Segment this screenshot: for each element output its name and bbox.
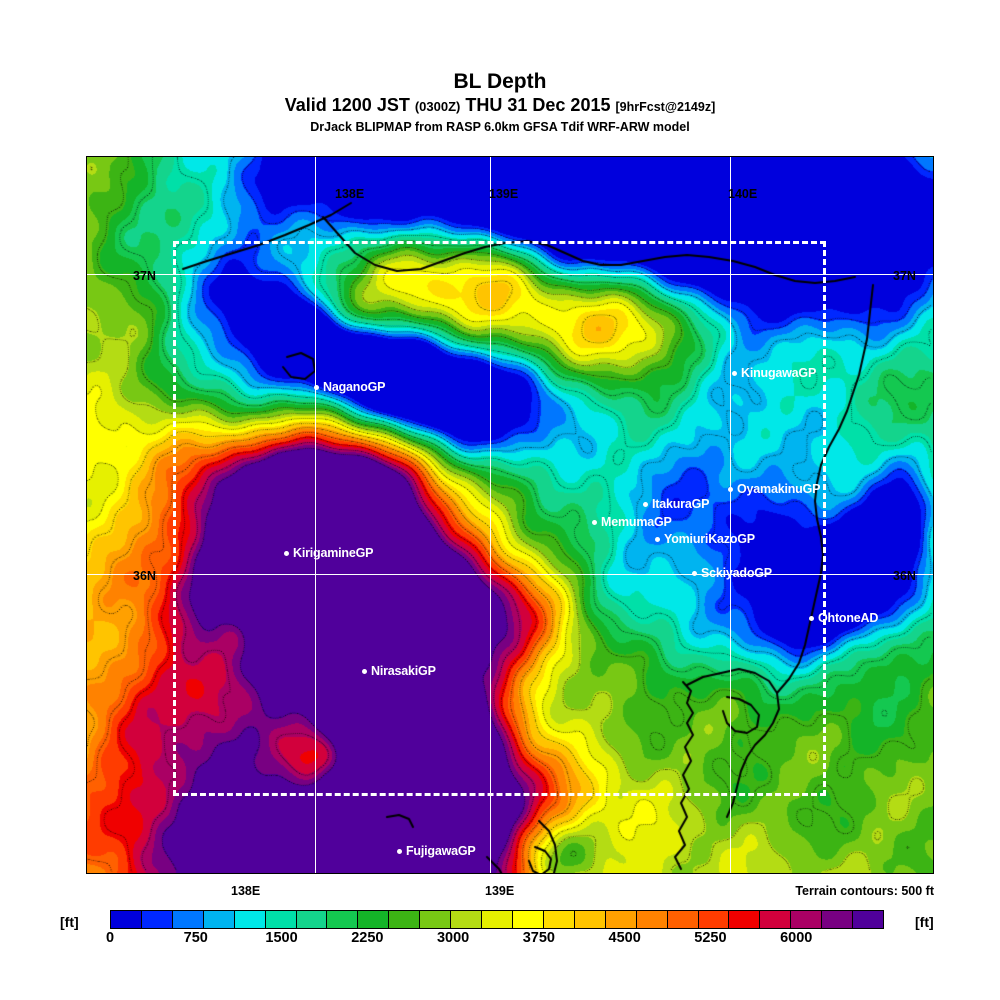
station-label: KirigamineGP [293,546,374,560]
colorbar-tick-0: 0 [105,930,115,946]
colorbar-tick-5250: 5250 [694,930,727,946]
station-marker-yomiurikazogp[interactable]: YomiuriKazoGP [655,532,755,546]
map-frame[interactable]: 138E 139E 140E 37N 36N 37N 36N NaganoGP K… [86,156,934,874]
station-label: NaganoGP [323,380,386,394]
station-label: YomiuriKazoGP [664,532,755,546]
colorbar-swatch-0 [111,911,142,928]
colorbar-swatches[interactable] [110,910,884,929]
station-marker-memumagp[interactable]: MemumaGP [592,515,672,529]
colorbar-swatch-3 [203,911,235,928]
forecast-tag: [9hrFcst@2149z] [615,100,716,114]
colorbar-tick-4500: 4500 [608,930,641,946]
colorbar-swatch-1 [141,911,173,928]
lon-label-bottom-138e: 138E [231,884,261,898]
colorbar-swatch-19 [698,911,730,928]
station-dot-icon [314,384,319,390]
colorbar-swatch-18 [667,911,699,928]
station-marker-naganogp[interactable]: NaganoGP [314,380,386,394]
colorbar-row: [ft] [ft] 0 750 1500 2250 3000 3750 4500 5250 60… [0,906,1000,952]
station-dot-icon [397,848,402,854]
station-marker-kinugawagp[interactable]: KinugawaGP [732,366,816,380]
station-dot-icon [362,668,367,674]
colorbar-swatch-11 [451,911,483,928]
station-marker-fujigawagp[interactable]: FujigawaGP [397,844,476,858]
colorbar-swatch-16 [605,911,637,928]
colorbar-swatch-6 [296,911,328,928]
colorbar-swatch-14 [543,911,575,928]
valid-date: THU 31 Dec 2015 [465,95,611,115]
bl-depth-heatmap[interactable] [87,157,933,873]
colorbar-swatch-4 [234,911,266,928]
valid-prefix: Valid 1200 JST [284,95,410,115]
station-label: SckiyadoGP [701,566,772,580]
station-marker-itakuragp[interactable]: ItakuraGP [643,497,709,511]
station-marker-nirasakigp[interactable]: NirasakiGP [362,664,436,678]
station-label: FujigawaGP [406,844,476,858]
colorbar-tick-3750: 3750 [522,930,556,946]
colorbar-swatch-10 [420,911,452,928]
lon-label-bottom-139e: 139E [485,884,515,898]
station-label: OhtoneAD [818,611,879,625]
station-dot-icon [643,501,648,507]
station-marker-sckiyadogp[interactable]: SckiyadoGP [692,566,772,580]
station-dot-icon [692,570,697,576]
page-title: BL Depth [453,70,547,93]
station-dot-icon [592,519,597,525]
station-label: NirasakiGP [371,664,436,678]
colorbar-tick-750: 750 [183,930,208,946]
colorbar-swatch-5 [265,911,297,928]
title-block: BL Depth Valid 1200 JST (0300Z) THU 31 D… [0,70,1000,136]
station-marker-oyamakinugp[interactable]: OyamakinuGP [728,482,820,496]
station-dot-icon [655,536,660,542]
colorbar-swatch-8 [358,911,390,928]
colorbar-swatch-23 [822,911,854,928]
colorbar-tick-6000: 6000 [780,930,813,946]
valid-time-line: Valid 1200 JST (0300Z) THU 31 Dec 2015 [… [0,94,1000,118]
colorbar-swatch-22 [791,911,823,928]
station-dot-icon [732,370,737,376]
station-label: OyamakinuGP [737,482,821,496]
colorbar-tick-3000: 3000 [436,930,470,946]
colorbar-swatch-15 [574,911,606,928]
station-label: MemumaGP [601,515,672,529]
station-marker-kirigaminegp[interactable]: KirigamineGP [284,546,373,560]
colorbar-swatch-24 [853,911,884,928]
station-label: KinugawaGP [741,366,817,380]
colorbar-swatch-2 [172,911,204,928]
station-label: ItakuraGP [652,497,710,511]
colorbar-swatch-9 [389,911,421,928]
colorbar-tick-2250: 2250 [351,930,384,946]
colorbar-swatch-13 [512,911,544,928]
colorbar-swatch-20 [729,911,761,928]
model-subtitle: DrJack BLIPMAP from RASP 6.0km GFSA Tdif… [310,120,690,134]
station-dot-icon [284,550,289,556]
colorbar-tick-1500: 1500 [265,930,298,946]
colorbar-swatch-7 [327,911,359,928]
colorbar-swatch-21 [760,911,792,928]
colorbar-tick-labels: 0 750 1500 2250 3000 3750 4500 5250 6000 [106,930,882,950]
unit-label-left: [ft] [60,914,79,930]
station-dot-icon [809,615,814,621]
colorbar-swatch-12 [482,911,513,928]
terrain-contour-note: Terrain contours: 500 ft [795,884,934,898]
valid-utc: (0300Z) [414,99,461,114]
colorbar-swatch-17 [636,911,668,928]
unit-label-right: [ft] [915,914,934,930]
station-marker-ohtonead[interactable]: OhtoneAD [809,611,878,625]
station-dot-icon [728,486,733,492]
